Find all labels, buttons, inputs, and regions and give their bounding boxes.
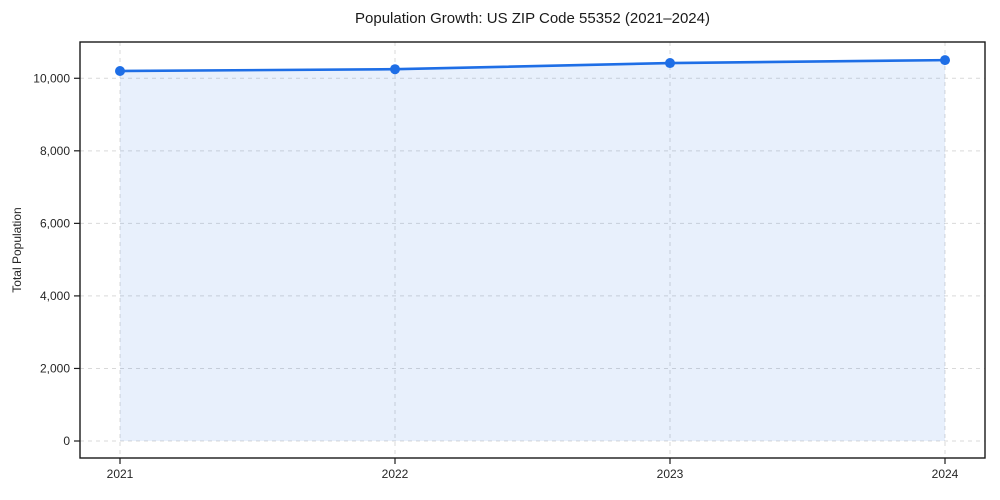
- x-tick-label: 2021: [107, 467, 134, 481]
- y-tick-label: 2,000: [40, 361, 70, 375]
- trend-line: [118, 58, 947, 73]
- y-tick-label: 10,000: [33, 71, 70, 85]
- data-point: [390, 64, 400, 75]
- data-point: [940, 55, 950, 66]
- y-tick-label: 8,000: [40, 144, 70, 158]
- x-tick-label: 2023: [657, 467, 684, 481]
- y-tick-label: 0: [63, 434, 70, 448]
- data-point: [115, 66, 125, 77]
- x-tick-label: 2022: [382, 467, 409, 481]
- chart-title: Population Growth: US ZIP Code 55352 (20…: [355, 10, 710, 27]
- plot-border: [79, 41, 986, 459]
- area-fill: [120, 60, 945, 442]
- x-tick-label: 2024: [932, 467, 959, 481]
- y-tick-label: 6,000: [40, 216, 70, 230]
- data-point: [665, 58, 675, 69]
- y-tick-label: 4,000: [40, 289, 70, 303]
